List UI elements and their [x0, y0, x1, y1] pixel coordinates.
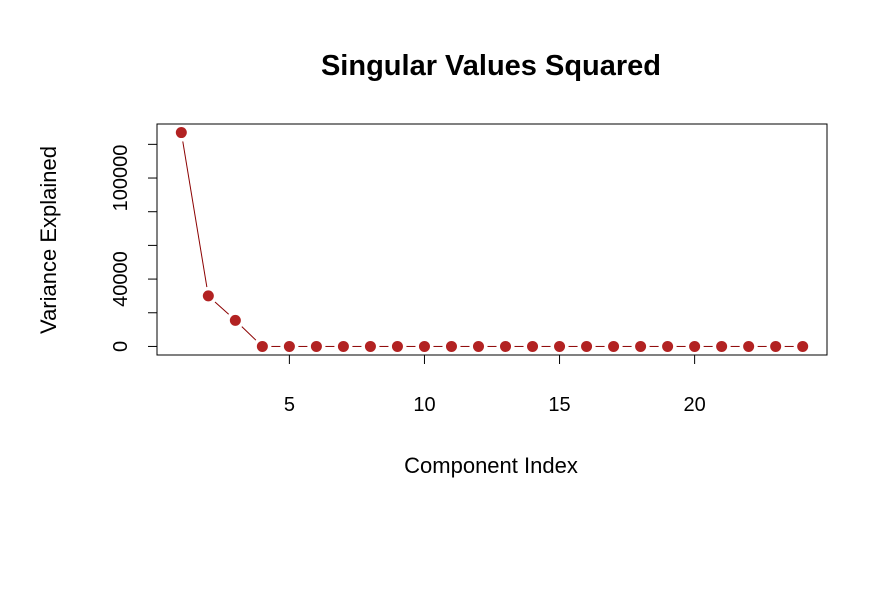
data-point: [554, 340, 566, 352]
data-point: [283, 340, 295, 352]
data-point: [689, 340, 701, 352]
y-tick-label: 100000: [110, 145, 132, 212]
data-point: [797, 340, 809, 352]
data-point: [418, 340, 430, 352]
x-tick-label: 10: [413, 394, 435, 416]
data-point: [175, 127, 187, 139]
x-axis: 5 10 15 20: [284, 354, 706, 416]
data-point: [581, 340, 593, 352]
data-point: [445, 340, 457, 352]
data-point: [527, 340, 539, 352]
series-line-segment: [182, 141, 208, 288]
chart-title: Singular Values Squared: [321, 50, 661, 82]
data-point: [500, 340, 512, 352]
data-point: [364, 340, 376, 352]
data-point: [391, 340, 403, 352]
x-tick-label: 5: [284, 394, 295, 416]
data-point: [635, 340, 647, 352]
data-point: [229, 314, 241, 326]
data-point: [608, 340, 620, 352]
y-tick-label: 40000: [110, 251, 132, 307]
series-line-segment: [214, 301, 230, 315]
series-line-segment: [241, 326, 257, 341]
data-point: [256, 340, 268, 352]
y-axis-label: Variance Explained: [36, 146, 61, 334]
data-point: [337, 340, 349, 352]
x-tick-label: 20: [683, 394, 705, 416]
x-axis-label: Component Index: [404, 453, 578, 478]
y-axis: 0 40000 100000: [110, 143, 158, 352]
y-tick-label: 0: [110, 341, 132, 352]
data-point: [472, 340, 484, 352]
data-point: [743, 340, 755, 352]
data-point: [770, 340, 782, 352]
plot-frame: [156, 123, 828, 356]
data-point: [662, 340, 674, 352]
data-point: [716, 340, 728, 352]
x-tick-label: 15: [548, 394, 570, 416]
series-lines: [182, 141, 794, 347]
data-point: [202, 290, 214, 302]
series-points: [175, 127, 809, 352]
data-point: [310, 340, 322, 352]
